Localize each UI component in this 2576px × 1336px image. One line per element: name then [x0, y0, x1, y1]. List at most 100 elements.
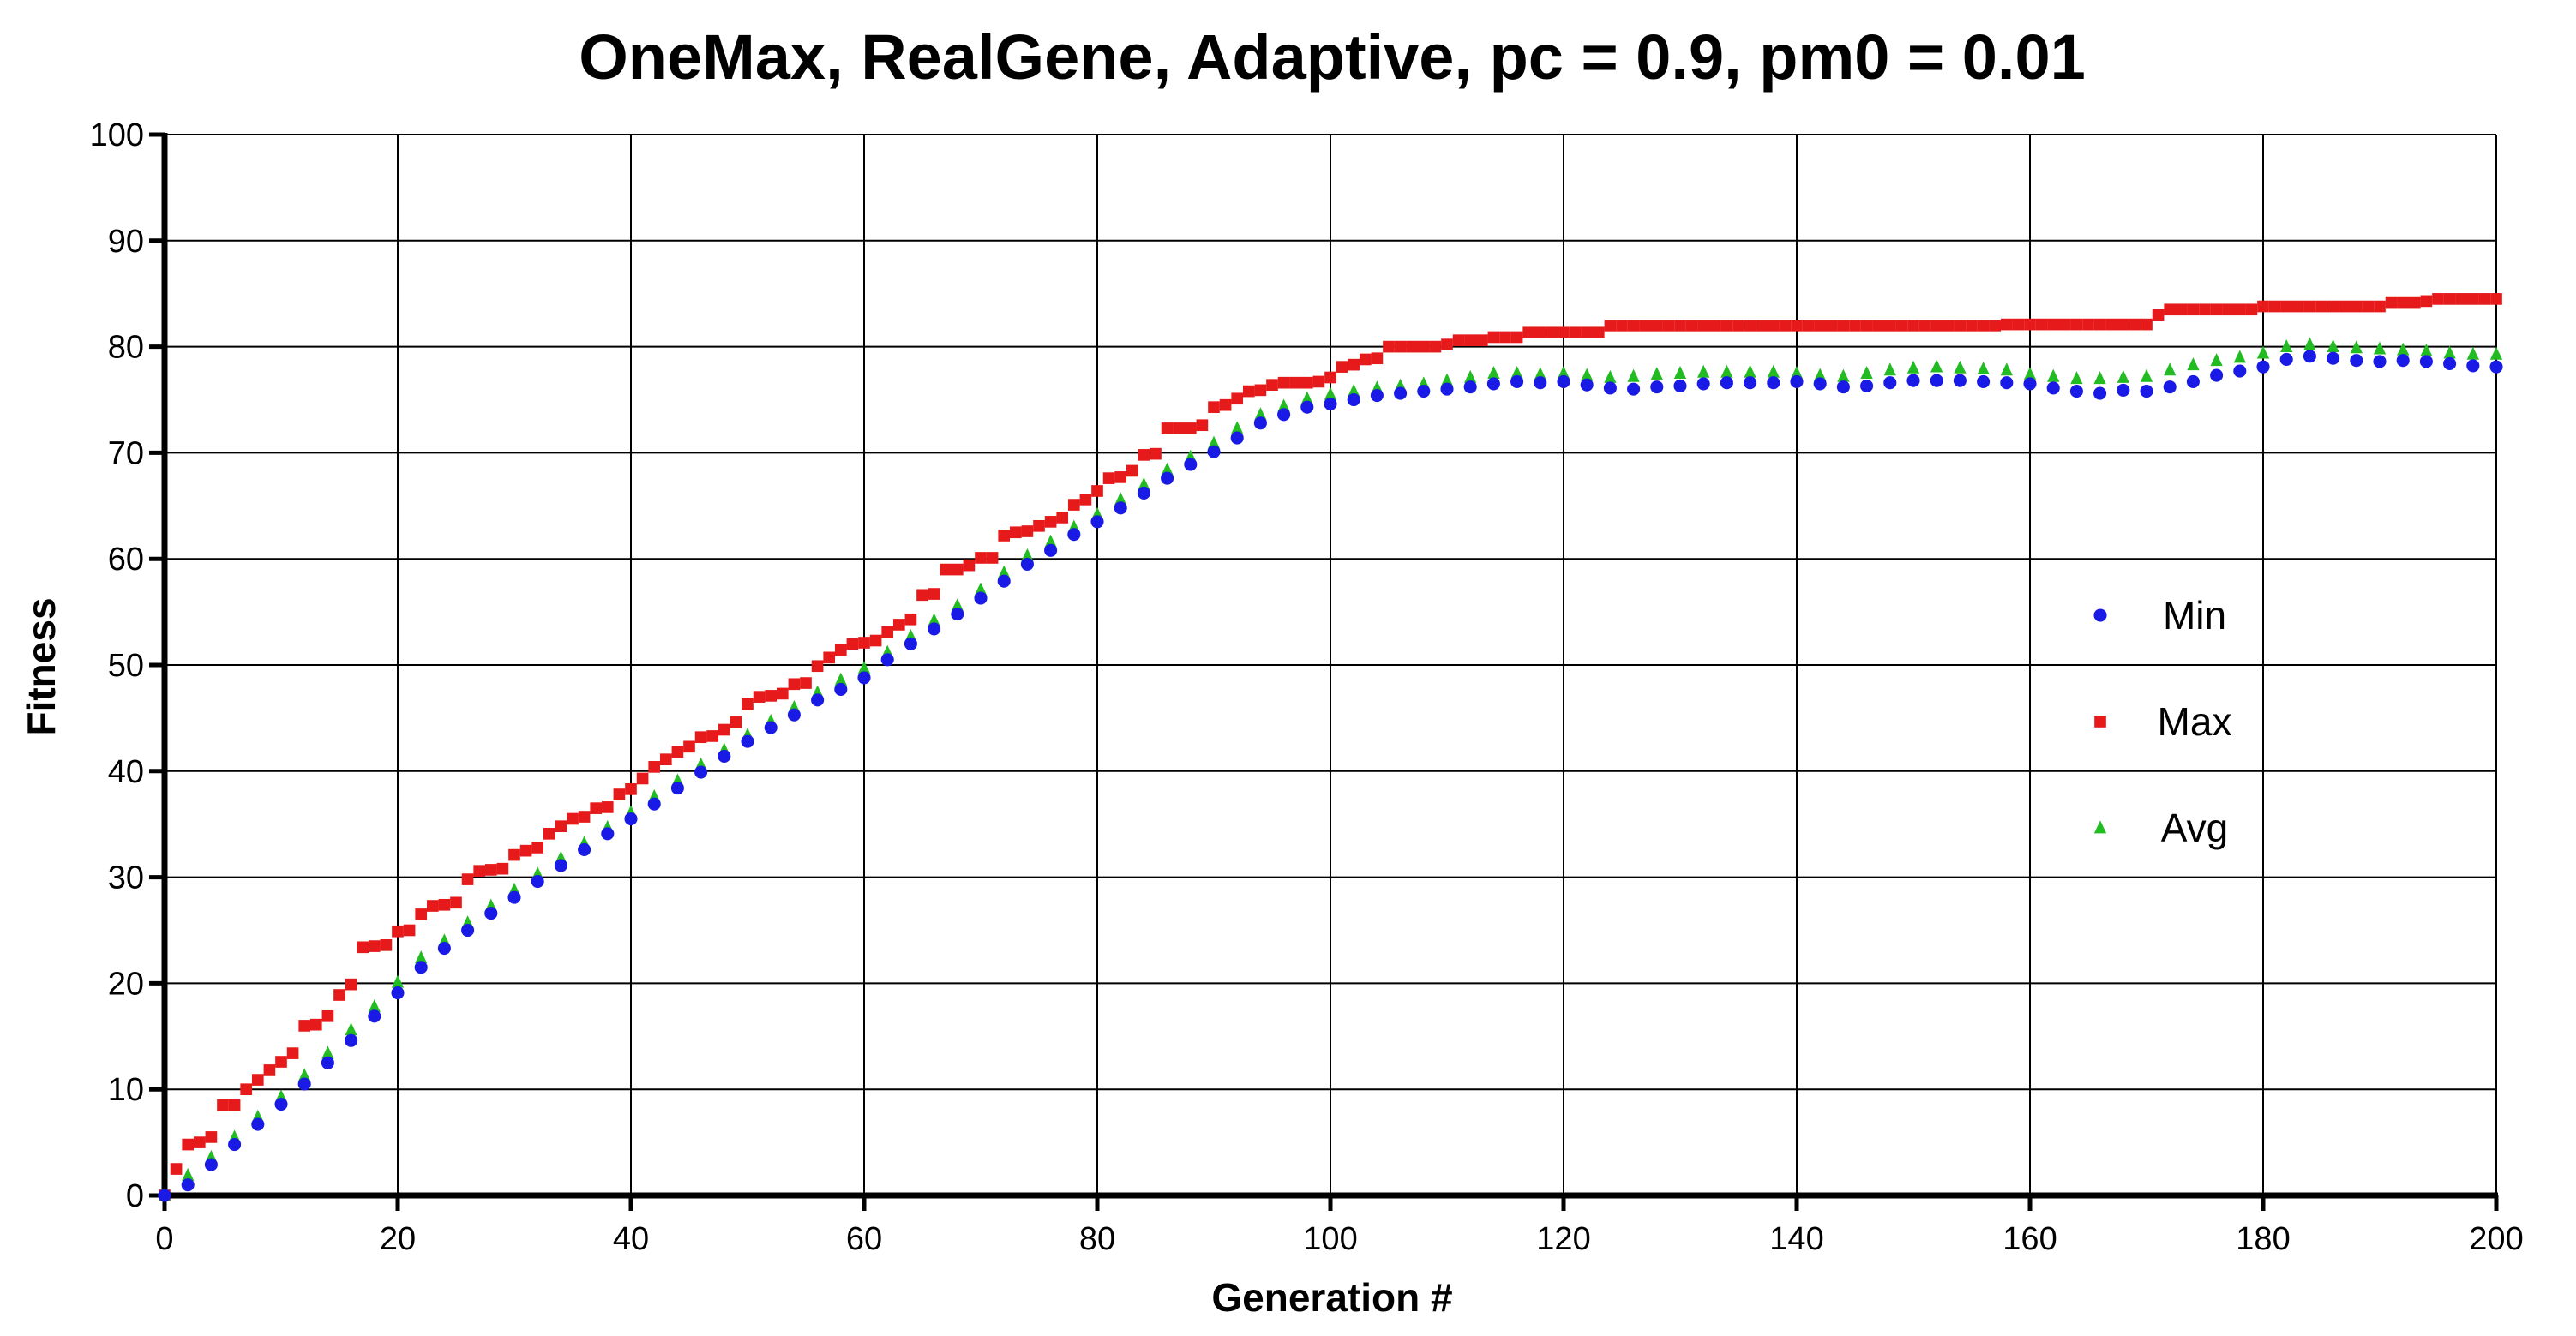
point-max-135 [1732, 320, 1744, 332]
point-min-8 [345, 1033, 358, 1047]
point-avg-63 [1627, 368, 1640, 382]
y-tick-label-60: 60 [108, 542, 144, 578]
point-max-32 [531, 842, 544, 854]
point-max-19 [380, 939, 393, 951]
point-max-10 [275, 1056, 287, 1068]
point-max-13 [309, 1018, 322, 1031]
point-max-127 [1639, 320, 1652, 332]
point-max-100 [1324, 371, 1336, 384]
point-avg-97 [2420, 343, 2433, 356]
point-max-56 [811, 660, 824, 673]
point-min-85 [2140, 385, 2153, 398]
point-min-32 [904, 637, 917, 650]
series-layer [158, 293, 2503, 1202]
point-min-60 [1557, 374, 1570, 388]
x-tick-label-80: 80 [1079, 1221, 1115, 1257]
point-max-81 [1102, 472, 1115, 484]
point-min-6 [297, 1077, 311, 1091]
point-max-98 [1300, 376, 1313, 389]
point-max-112 [1464, 334, 1477, 346]
point-max-109 [1429, 340, 1442, 353]
point-avg-34 [951, 598, 964, 612]
point-avg-73 [1860, 365, 1873, 379]
point-max-141 [1802, 320, 1815, 332]
legend: Min Max Avg [2093, 593, 2231, 850]
point-avg-10 [391, 974, 405, 988]
point-min-50 [1324, 397, 1337, 410]
point-avg-47 [1254, 407, 1267, 421]
point-min-97 [2419, 355, 2433, 368]
point-max-159 [2012, 318, 2025, 331]
legend-marker-min [2093, 608, 2107, 622]
point-max-67 [940, 563, 952, 576]
x-tick-label-120: 120 [1536, 1221, 1590, 1257]
point-min-98 [2443, 356, 2457, 370]
x-tick-label-200: 200 [2469, 1221, 2523, 1257]
point-max-94 [1254, 384, 1267, 397]
point-max-106 [1394, 340, 1407, 353]
x-tick-label-0: 0 [155, 1221, 173, 1257]
point-max-171 [2152, 309, 2165, 321]
point-min-14 [484, 907, 498, 920]
point-max-65 [916, 589, 928, 602]
point-max-107 [1406, 340, 1419, 353]
point-max-143 [1825, 320, 1838, 332]
point-min-64 [1650, 380, 1664, 394]
point-avg-45 [1207, 435, 1221, 449]
point-avg-99 [2466, 346, 2479, 360]
point-max-183 [2291, 300, 2304, 313]
point-avg-94 [2350, 340, 2363, 354]
point-max-57 [823, 651, 836, 664]
series-min [158, 350, 2503, 1202]
point-avg-8 [345, 1022, 357, 1036]
point-max-68 [951, 563, 964, 576]
y-tick-label-90: 90 [108, 224, 144, 260]
y-tick-label-20: 20 [108, 966, 144, 1002]
point-min-49 [1300, 400, 1314, 414]
point-min-56 [1463, 380, 1477, 394]
point-max-76 [1044, 516, 1057, 528]
x-tick-label-180: 180 [2236, 1221, 2290, 1257]
point-avg-7 [321, 1045, 334, 1059]
point-max-131 [1685, 320, 1698, 332]
point-min-27 [787, 708, 801, 722]
point-min-15 [507, 890, 521, 904]
point-avg-68 [1744, 364, 1756, 378]
point-min-55 [1440, 382, 1454, 396]
point-avg-98 [2443, 345, 2456, 359]
point-max-41 [636, 772, 649, 785]
point-min-39 [1067, 528, 1081, 542]
point-min-28 [811, 693, 825, 707]
point-max-70 [975, 552, 987, 564]
point-min-4 [251, 1117, 265, 1131]
point-max-137 [1756, 320, 1768, 332]
point-max-12 [298, 1020, 311, 1032]
point-avg-9 [368, 999, 381, 1013]
point-max-54 [788, 678, 801, 691]
point-min-23 [694, 765, 708, 779]
point-avg-56 [1464, 369, 1477, 383]
point-max-2 [182, 1138, 195, 1151]
point-max-177 [2222, 303, 2235, 316]
point-avg-57 [1487, 365, 1500, 379]
point-max-148 [1883, 320, 1896, 332]
point-max-52 [765, 690, 778, 702]
point-max-150 [1907, 320, 1919, 332]
point-max-34 [555, 820, 567, 833]
point-min-33 [928, 622, 941, 636]
x-tick-label-100: 100 [1303, 1221, 1357, 1257]
point-min-53 [1394, 386, 1408, 400]
point-min-40 [1090, 515, 1104, 529]
point-max-35 [567, 812, 579, 825]
point-max-193 [2408, 296, 2421, 309]
point-max-186 [2327, 300, 2339, 313]
point-max-90 [1208, 401, 1220, 413]
point-min-73 [1860, 379, 1874, 392]
point-min-0 [158, 1189, 171, 1202]
point-max-110 [1441, 338, 1453, 350]
point-avg-76 [1930, 359, 1943, 373]
point-max-124 [1604, 320, 1617, 332]
point-max-119 [1546, 326, 1558, 338]
point-max-72 [998, 530, 1011, 542]
